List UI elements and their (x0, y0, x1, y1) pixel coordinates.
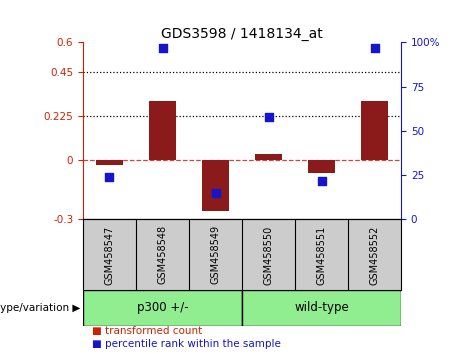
Text: GSM458548: GSM458548 (158, 225, 167, 285)
Text: GSM458551: GSM458551 (317, 225, 326, 285)
Text: GSM458552: GSM458552 (370, 225, 379, 285)
Bar (255, 154, 282, 160)
Bar (149, 102, 176, 160)
Text: GSM458550: GSM458550 (264, 225, 273, 285)
Text: ■ percentile rank within the sample: ■ percentile rank within the sample (92, 339, 281, 349)
Point (212, 190, 219, 196)
Point (106, 174, 113, 180)
Bar (96, 160, 123, 165)
Text: GSM458547: GSM458547 (105, 225, 114, 285)
Bar (308, 160, 335, 173)
Text: genotype/variation ▶: genotype/variation ▶ (0, 303, 80, 313)
Bar (83, 290, 242, 326)
Bar (202, 160, 229, 211)
Title: GDS3598 / 1418134_at: GDS3598 / 1418134_at (161, 28, 323, 41)
Text: GSM458549: GSM458549 (211, 225, 220, 285)
Text: wild-type: wild-type (294, 302, 349, 314)
Bar (361, 102, 388, 160)
Bar (242, 290, 401, 326)
Point (159, 45, 166, 51)
Point (265, 114, 272, 120)
Text: ■ transformed count: ■ transformed count (92, 326, 202, 336)
Point (371, 45, 378, 51)
Text: p300 +/-: p300 +/- (137, 302, 188, 314)
Point (318, 178, 325, 183)
